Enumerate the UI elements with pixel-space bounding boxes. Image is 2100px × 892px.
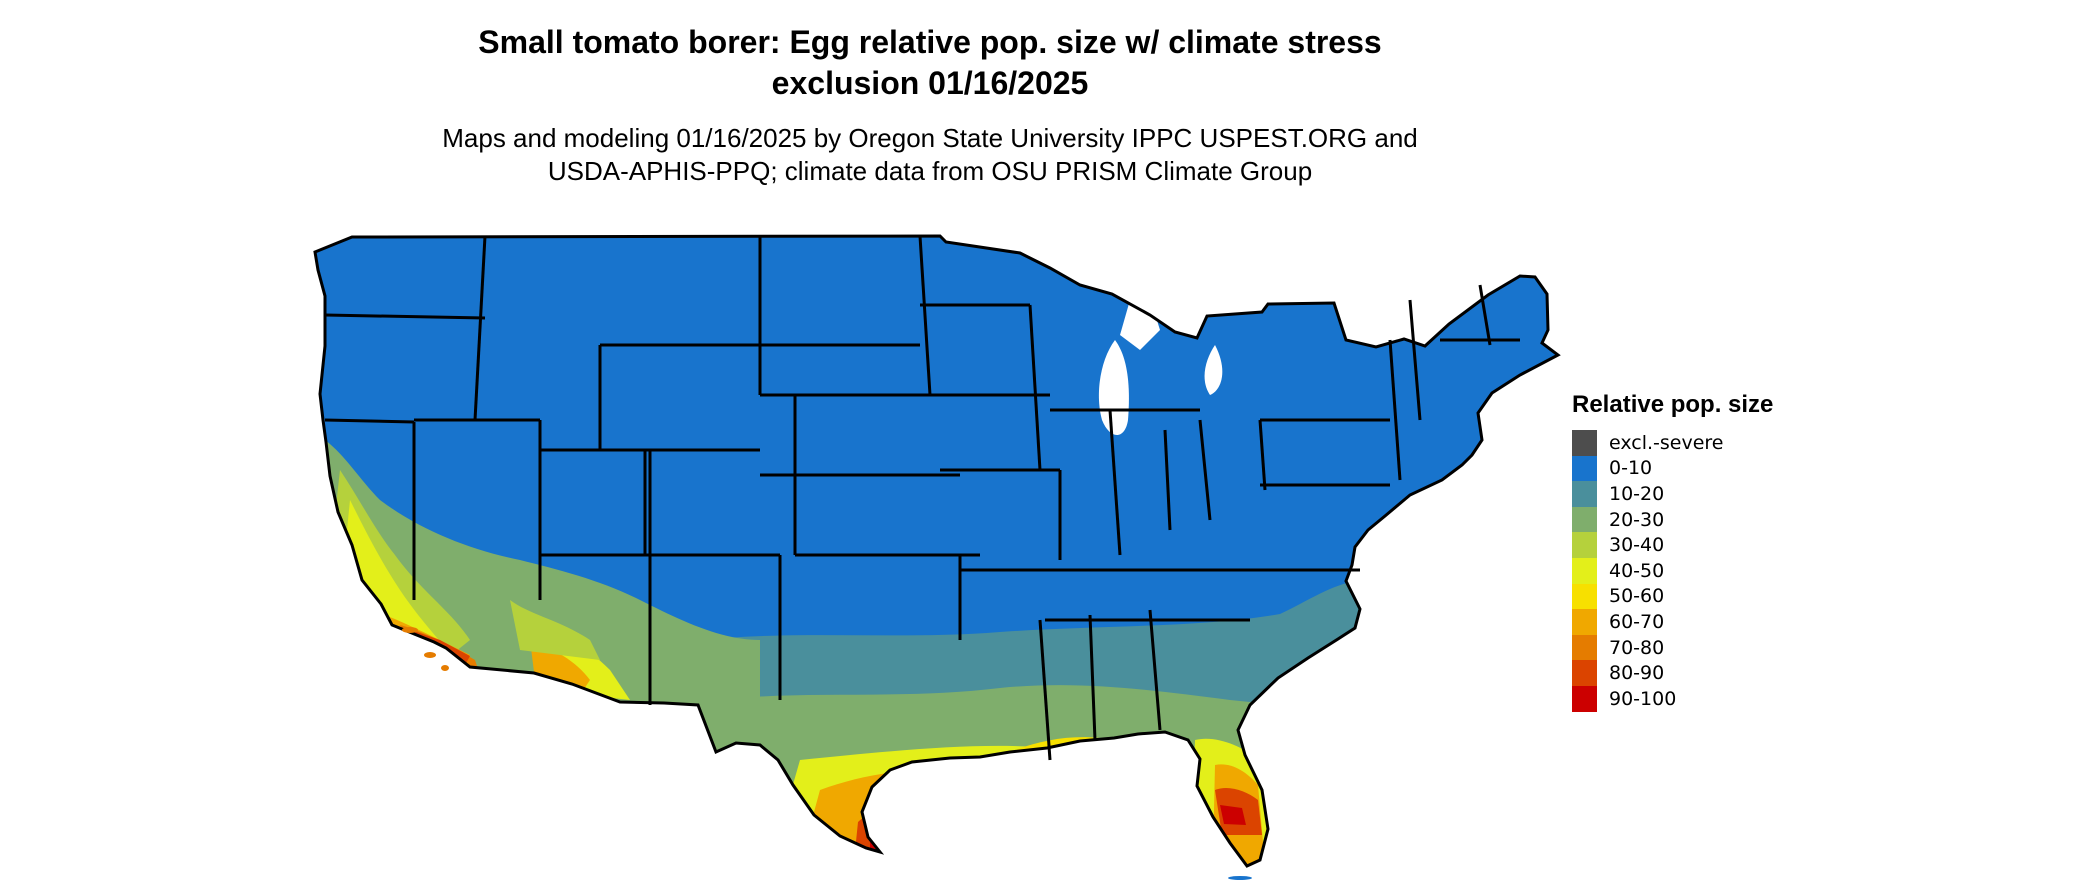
legend-swatch xyxy=(1572,506,1597,533)
legend-title: Relative pop. size xyxy=(1572,391,1774,418)
legend-item: 80-90 xyxy=(1572,660,1773,686)
legend-item: 20-30 xyxy=(1572,506,1773,533)
legend-swatch xyxy=(1572,557,1597,584)
legend-swatch xyxy=(1572,660,1597,686)
legend-swatch xyxy=(1572,455,1597,482)
legend-items: excl.-severe 0-10 10-20 20-30 30-40 40-50 50-6… xyxy=(1572,430,1773,712)
subtitle-line-2: USDA-APHIS-PPQ; climate data from OSU PR… xyxy=(547,156,1313,186)
title-line-1: Small tomato borer: Egg relative pop. si… xyxy=(478,24,1382,60)
legend-label: 50-60 xyxy=(1609,585,1665,608)
legend-swatch xyxy=(1572,609,1597,635)
legend-label: 20-30 xyxy=(1609,508,1665,531)
legend-label: 80-90 xyxy=(1609,662,1665,685)
legend-swatch xyxy=(1572,481,1597,507)
legend-label: 0-10 xyxy=(1609,457,1653,480)
legend-label: 90-100 xyxy=(1609,687,1677,710)
legend-item: 70-80 xyxy=(1572,634,1773,661)
legend-item: 10-20 xyxy=(1572,481,1773,507)
map-subtitle: Maps and modeling 01/16/2025 by Oregon S… xyxy=(300,122,1560,188)
legend-swatch xyxy=(1572,430,1597,456)
title-line-2: exclusion 01/16/2025 xyxy=(771,65,1089,101)
legend-label: 30-40 xyxy=(1609,534,1665,557)
legend-item: 40-50 xyxy=(1572,557,1773,584)
legend-swatch xyxy=(1572,634,1597,661)
legend-item: 60-70 xyxy=(1572,609,1773,635)
legend-swatch xyxy=(1572,583,1597,610)
lake-superior xyxy=(1120,298,1160,350)
legend-item: 30-40 xyxy=(1572,532,1773,558)
legend-label: 60-70 xyxy=(1609,610,1665,633)
legend-label: 10-20 xyxy=(1609,482,1665,505)
subtitle-line-1: Maps and modeling 01/16/2025 by Oregon S… xyxy=(442,123,1418,153)
legend-label: 70-80 xyxy=(1609,636,1665,659)
lake-huron xyxy=(1204,345,1223,395)
legend-swatch xyxy=(1572,685,1597,712)
legend-swatch xyxy=(1572,532,1597,558)
state-borders xyxy=(313,234,1560,868)
florida-keys xyxy=(1228,876,1252,880)
legend-item: 90-100 xyxy=(1572,685,1773,712)
legend-item: excl.-severe xyxy=(1572,430,1773,456)
map-legend: Relative pop. size excl.-severe 0-10 10-20… xyxy=(1572,391,1773,712)
legend-label: excl.-severe xyxy=(1609,431,1724,454)
legend-label: 40-50 xyxy=(1609,559,1665,582)
channel-islands xyxy=(402,627,449,671)
legend-item: 0-10 xyxy=(1572,455,1773,482)
legend-item: 50-60 xyxy=(1572,583,1773,610)
map-title: Small tomato borer: Egg relative pop. si… xyxy=(300,22,1560,104)
